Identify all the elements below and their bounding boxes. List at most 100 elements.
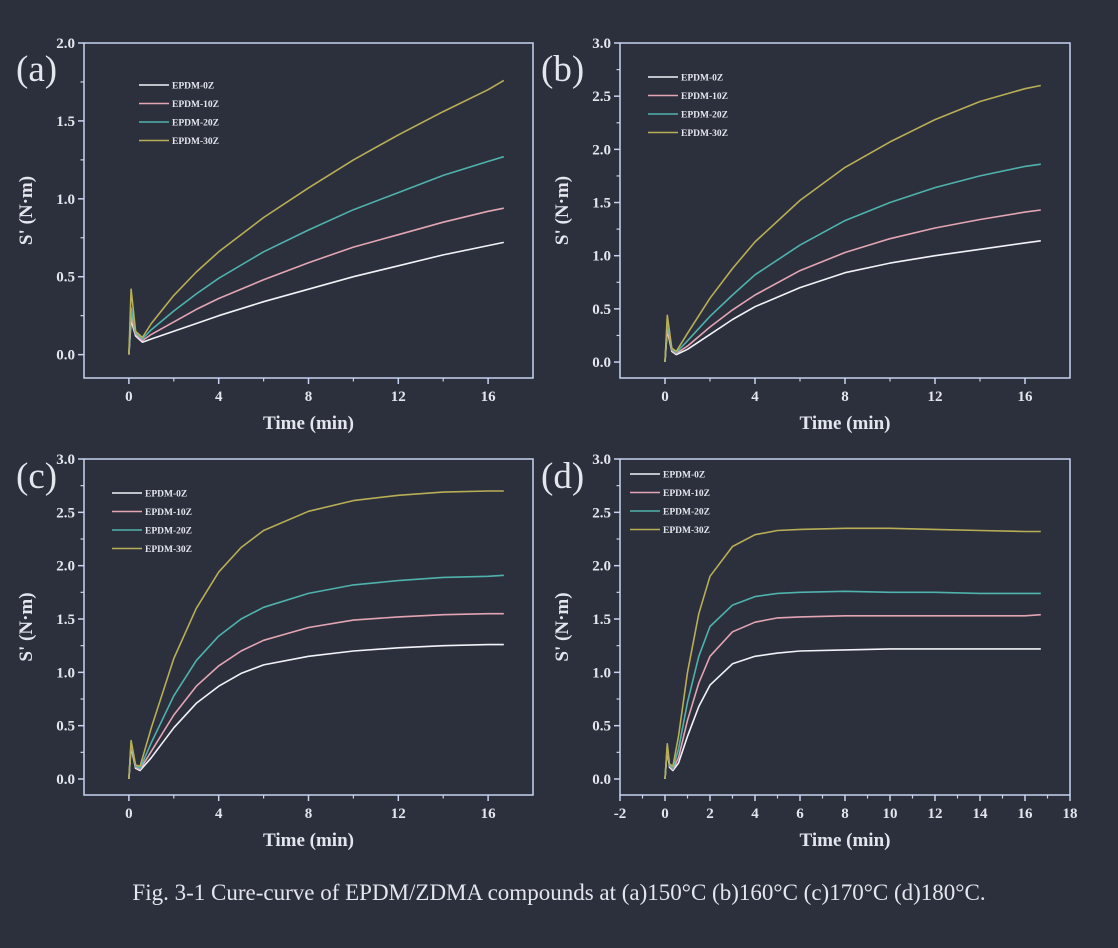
x-tick-label: 6 — [796, 806, 804, 822]
series-line-epdm-30z — [664, 84, 1041, 363]
y-tick-label: 0.5 — [56, 719, 75, 735]
y-tick-label: 2.0 — [592, 142, 611, 158]
x-tick-label: 4 — [751, 389, 759, 405]
x-tick-label: 12 — [928, 389, 943, 405]
y-tick-label: 0.0 — [56, 348, 75, 364]
x-tick-label: 2 — [706, 806, 714, 822]
legend-label: EPDM-30Z — [681, 129, 728, 139]
plot-frame — [83, 42, 534, 379]
panel-b: 0 4 8 12 16 0.0 0.5 1.0 1.5 2.0 2.5 3.0 Time (min) S'… — [541, 36, 1071, 434]
series-line-epdm-20z — [128, 574, 504, 780]
y-tick-label: 0.5 — [56, 270, 75, 286]
x-tick-label: 0 — [661, 389, 669, 405]
y-tick-label: 0.0 — [592, 355, 611, 371]
legend-label: EPDM-20Z — [681, 111, 728, 121]
y-tick-label: 3.0 — [592, 452, 611, 468]
series-line-epdm-10z — [128, 612, 504, 780]
series-line-epdm-20z — [664, 590, 1041, 780]
x-tick-label: 8 — [305, 806, 313, 822]
y-tick-label: 1.0 — [592, 249, 611, 265]
y-tick-label: 1.5 — [56, 612, 75, 628]
series-line-epdm-30z — [128, 79, 505, 355]
legend-label: EPDM-30Z — [145, 545, 192, 555]
y-tick-label: 2.5 — [592, 505, 611, 521]
series-line-epdm-10z — [128, 207, 504, 355]
x-tick-label: 8 — [305, 389, 313, 405]
series-line-epdm-30z — [128, 490, 504, 780]
x-tick-label: 4 — [215, 806, 223, 822]
y-axis-title: S' (N·m) — [16, 592, 37, 661]
y-tick-label: 1.5 — [56, 114, 75, 130]
y-axis-title: S' (N·m) — [552, 592, 573, 661]
y-tick-label: 0.5 — [592, 719, 611, 735]
y-tick-label: 2.0 — [592, 559, 611, 575]
y-tick-label: 1.0 — [56, 665, 75, 681]
x-tick-label: 4 — [751, 806, 759, 822]
figure-caption: Fig. 3-1 Cure-curve of EPDM/ZDMA compoun… — [132, 880, 986, 905]
legend-label: EPDM-10Z — [172, 100, 219, 110]
y-tick-label: 2.0 — [56, 36, 75, 52]
x-tick-label: 4 — [215, 389, 223, 405]
x-axis-title: Time (min) — [263, 413, 354, 434]
x-tick-label: 16 — [1018, 389, 1034, 405]
legend-label: EPDM-0Z — [681, 74, 723, 84]
legend-label: EPDM-10Z — [663, 489, 710, 499]
legend-label: EPDM-10Z — [145, 508, 192, 518]
y-tick-label: 1.5 — [592, 196, 611, 212]
panel-label: (a) — [16, 49, 57, 90]
legend-label: EPDM-20Z — [663, 508, 710, 518]
x-tick-label: 12 — [391, 389, 406, 405]
x-tick-label: 16 — [481, 806, 497, 822]
legend-label: EPDM-30Z — [172, 137, 219, 147]
series-line-epdm-0z — [664, 240, 1041, 363]
series-line-epdm-10z — [664, 209, 1041, 363]
y-axis-title: S' (N·m) — [552, 176, 573, 245]
x-axis-title: Time (min) — [263, 830, 354, 851]
x-tick-label: 12 — [391, 806, 406, 822]
x-tick-label: 16 — [1018, 806, 1034, 822]
series-line-epdm-30z — [664, 527, 1041, 780]
y-tick-label: 3.0 — [592, 36, 611, 52]
legend-label: EPDM-10Z — [681, 92, 728, 102]
y-tick-label: 2.0 — [56, 559, 75, 575]
panel-d: -2 0 2 4 6 8 10 12 14 16 18 0.0 0.5 1.0 1.5 2.0 2.5 3.0 Ti… — [541, 452, 1078, 851]
x-tick-label: 12 — [928, 806, 943, 822]
x-tick-label: 10 — [883, 806, 898, 822]
y-tick-label: 0.0 — [56, 772, 75, 788]
x-axis-title: Time (min) — [800, 830, 891, 851]
y-tick-label: 2.5 — [592, 89, 611, 105]
y-tick-label: 1.0 — [56, 192, 75, 208]
x-tick-label: 16 — [481, 389, 497, 405]
y-tick-label: 2.5 — [56, 505, 75, 521]
legend-label: EPDM-0Z — [172, 82, 214, 92]
series-line-epdm-20z — [664, 163, 1041, 363]
y-tick-label: 0.5 — [592, 302, 611, 318]
legend-label: EPDM-30Z — [663, 526, 710, 536]
legend-label: EPDM-0Z — [145, 490, 187, 500]
x-tick-label: 0 — [125, 389, 133, 405]
panel-a: 0 4 8 12 16 0.0 0.5 1.0 1.5 2.0 Time (min) S' (N·m)… — [16, 36, 534, 434]
series-line-epdm-0z — [664, 648, 1041, 780]
y-tick-label: 1.0 — [592, 665, 611, 681]
series-line-epdm-10z — [664, 613, 1041, 780]
series-line-epdm-0z — [128, 241, 504, 355]
y-axis-title: S' (N·m) — [16, 176, 37, 245]
x-tick-label: 18 — [1063, 806, 1078, 822]
x-tick-label: -2 — [614, 806, 627, 822]
series-line-epdm-20z — [128, 155, 505, 355]
series-line-epdm-0z — [128, 643, 504, 780]
x-axis-title: Time (min) — [800, 413, 891, 434]
x-tick-label: 14 — [973, 806, 989, 822]
x-tick-label: 0 — [125, 806, 133, 822]
panel-label: (c) — [16, 456, 57, 497]
y-tick-label: 3.0 — [56, 452, 75, 468]
x-tick-label: 8 — [841, 389, 849, 405]
x-tick-label: 8 — [841, 806, 849, 822]
y-tick-label: 1.5 — [592, 612, 611, 628]
y-tick-label: 0.0 — [592, 772, 611, 788]
legend-label: EPDM-0Z — [663, 471, 705, 481]
legend-label: EPDM-20Z — [172, 119, 219, 129]
panel-c: 0 4 8 12 16 0.0 0.5 1.0 1.5 2.0 2.5 3.0 Time (min) S'… — [16, 452, 534, 851]
x-tick-label: 0 — [661, 806, 669, 822]
